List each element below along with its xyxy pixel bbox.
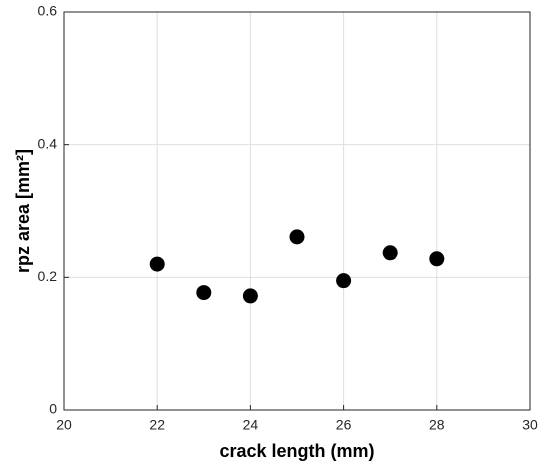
x-tick-label: 28 [429,417,445,433]
point [289,229,305,245]
x-tick-label: 24 [243,417,259,433]
x-tick-label: 26 [336,417,352,433]
x-tick-label: 30 [522,417,538,433]
x-tick-label: 22 [149,417,165,433]
point [429,251,445,267]
y-tick-label: 0.4 [38,135,58,151]
plot-area [64,12,530,410]
y-tick-label: 0 [49,401,57,417]
point [149,256,165,272]
point [242,288,258,304]
x-tick-label: 20 [56,417,72,433]
plot-frame [63,11,531,411]
point [336,273,352,289]
point [196,285,212,301]
x-axis-label: crack length (mm) [219,441,374,461]
y-tick-label: 0.2 [38,268,58,284]
point [382,245,398,261]
y-tick-label: 0.6 [38,3,58,19]
y-axis-label: rpz area [mm²] [13,149,33,273]
